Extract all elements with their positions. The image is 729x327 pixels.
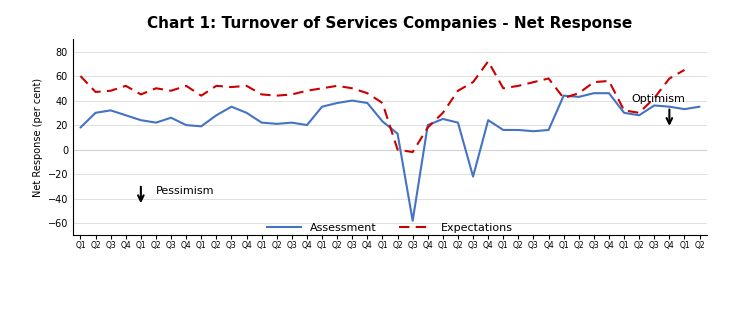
Text: Pessimism: Pessimism [156, 186, 214, 197]
Title: Chart 1: Turnover of Services Companies - Net Response: Chart 1: Turnover of Services Companies … [147, 16, 633, 31]
Legend: Assessment, Expectations: Assessment, Expectations [263, 218, 517, 237]
Text: Optimism: Optimism [631, 94, 685, 104]
Y-axis label: Net Response (per cent): Net Response (per cent) [34, 78, 43, 197]
